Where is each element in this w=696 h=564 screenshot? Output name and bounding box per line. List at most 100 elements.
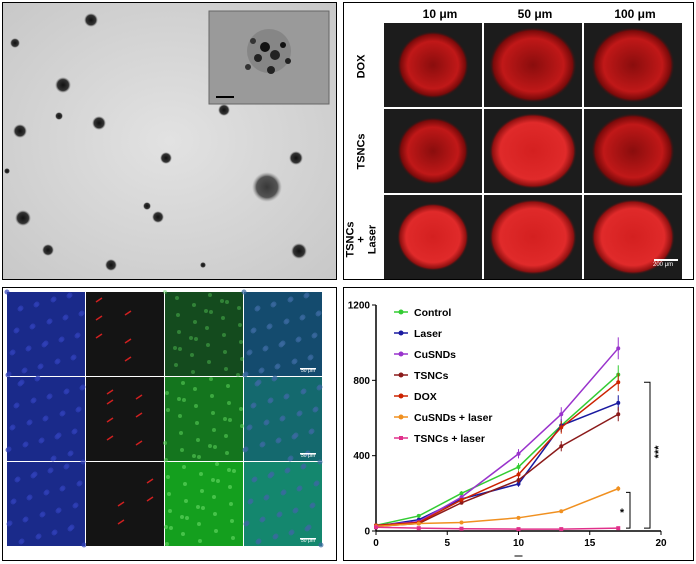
scale-bar: [300, 368, 316, 370]
data-point: [516, 527, 521, 532]
legend-marker: [398, 330, 404, 336]
data-point: [516, 451, 521, 456]
column-header-10um: 10 μm: [422, 7, 458, 21]
scale-bar: [654, 259, 678, 261]
legend-marker: [398, 393, 404, 399]
legend-marker: [399, 436, 403, 440]
merged-tile: [242, 375, 323, 462]
data-point: [416, 521, 421, 526]
fluorescence-tile: [584, 23, 682, 107]
fluorescence-tile: [484, 23, 582, 107]
legend-marker: [398, 414, 404, 420]
series-line: [375, 526, 619, 530]
tem-image-panel: [2, 2, 337, 280]
data-point: [559, 527, 564, 532]
scale-bar: [300, 538, 316, 540]
legend-label: CuSNDs + laser: [414, 412, 493, 424]
fluorescence-grid: [384, 23, 682, 279]
x-tick-label: 20: [655, 538, 667, 549]
legend-item: TSNCs + laser: [394, 433, 485, 445]
merged-tile: [243, 459, 324, 548]
fluorescence-tile: [484, 109, 582, 193]
fluorescence-tile: [584, 195, 682, 279]
y-tick-label: 0: [364, 527, 370, 538]
legend-label: Laser: [414, 328, 442, 340]
data-point: [516, 464, 521, 469]
x-tick-label: 15: [584, 538, 596, 549]
data-point: [459, 526, 464, 531]
fluorescence-tile: [384, 109, 482, 193]
legend-label: TSNCs + laser: [414, 433, 485, 445]
data-point: [516, 515, 521, 520]
tem-micrograph: [3, 3, 336, 279]
x-tick-label: 5: [444, 538, 450, 549]
scale-bar-label-row2: 50 μm: [301, 453, 315, 459]
x-tick-label: 10: [513, 538, 525, 549]
series-line: [375, 347, 619, 527]
legend-marker: [398, 351, 404, 357]
data-point: [459, 491, 464, 496]
dapi-tile: [4, 289, 85, 378]
series-tsncs-laser: [374, 525, 621, 532]
legend-item: TSNCs: [394, 370, 449, 382]
data-point: [416, 526, 421, 531]
data-point: [416, 513, 421, 518]
legend-label: DOX: [414, 391, 437, 403]
data-point: [616, 526, 621, 531]
fluorescence-tile: [484, 195, 582, 279]
data-point: [616, 380, 621, 385]
tumor-growth-chart: 0 400 800 1200 0 5 10 15 20 Control Laser CuSNDs TSN…: [348, 301, 667, 557]
legend-label: TSNCs: [414, 370, 449, 382]
data-point: [459, 500, 464, 505]
data-point: [516, 478, 521, 483]
data-point: [559, 444, 564, 449]
y-tick-label: 400: [353, 451, 370, 462]
column-header-100um: 100 μm: [614, 7, 656, 21]
green-channel-tile: [164, 462, 243, 546]
merged-tile: [241, 289, 322, 378]
data-point: [559, 412, 564, 417]
series-line: [375, 381, 619, 527]
data-point: [459, 497, 464, 502]
data-point: [459, 520, 464, 525]
series-dox: [374, 373, 621, 528]
significance-bracket-major: ***: [644, 381, 665, 529]
inset-scale-bar: [216, 96, 234, 98]
fluorescence-tile: [384, 195, 482, 279]
data-point: [616, 400, 621, 405]
series-line: [375, 487, 619, 528]
red-channel-tile: [86, 292, 164, 376]
fluorescence-tile: [384, 23, 482, 107]
data-point: [559, 425, 564, 430]
legend-item: CuSNDs + laser: [394, 412, 493, 424]
series-tsncs: [374, 407, 621, 529]
immunofluorescence-panel: 50 μm 50 μm 50 μm: [2, 287, 337, 561]
tem-inset: [208, 10, 330, 105]
series-line: [375, 374, 619, 527]
data-point: [374, 525, 378, 530]
legend-marker: [398, 309, 404, 315]
legend-label: Control: [414, 307, 451, 319]
data-point: [459, 495, 464, 500]
red-channel-tile: [86, 377, 164, 461]
significance-label-major: ***: [653, 445, 665, 459]
scale-bar-label-row1: 50 μm: [301, 368, 315, 374]
data-point: [516, 472, 521, 477]
y-tick-label: 1200: [348, 301, 371, 312]
series-laser: [374, 395, 621, 529]
significance-label-minor: *: [620, 507, 625, 519]
green-channel-tile: [163, 377, 244, 462]
fluorescence-tile: [584, 109, 682, 193]
nanoparticle-clusters: [4, 13, 307, 271]
column-header-50um: 50 μm: [517, 7, 553, 21]
fluorescence-penetration-panel: 10 μm 50 μm 100 μm DOX TSNCs TSNCs + Las…: [343, 2, 694, 280]
green-channel-tile: [163, 290, 244, 377]
legend-item: Laser: [394, 328, 442, 340]
data-point: [616, 486, 621, 491]
immunofluorescence-grid: [4, 289, 324, 548]
data-point: [616, 346, 621, 351]
x-tick-label: 0: [373, 538, 379, 549]
series-cusnds: [374, 337, 621, 528]
dapi-tile: [6, 459, 87, 548]
data-point: [559, 509, 564, 514]
